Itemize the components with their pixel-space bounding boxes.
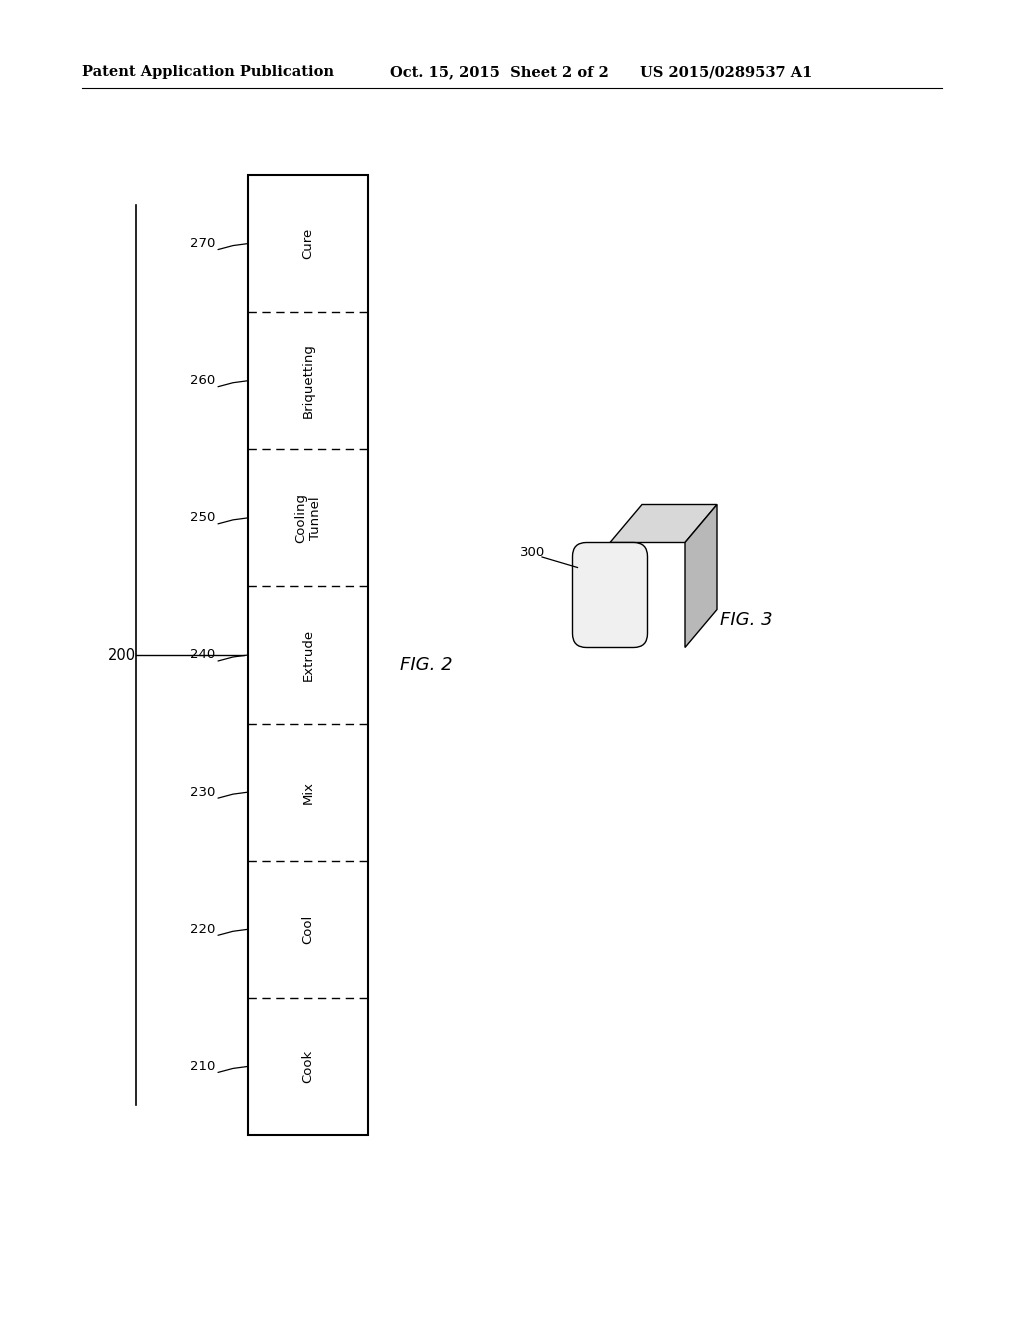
Text: 250: 250 [190,511,215,524]
Text: FIG. 2: FIG. 2 [400,656,453,675]
Text: Cure: Cure [301,228,314,259]
FancyBboxPatch shape [572,543,647,648]
Text: Patent Application Publication: Patent Application Publication [82,65,334,79]
Text: 240: 240 [190,648,215,661]
Text: 270: 270 [190,238,215,249]
Text: FIG. 3: FIG. 3 [720,611,773,630]
Text: Cook: Cook [301,1049,314,1082]
Text: Extrude: Extrude [301,628,314,681]
Text: Oct. 15, 2015  Sheet 2 of 2: Oct. 15, 2015 Sheet 2 of 2 [390,65,609,79]
Text: 200: 200 [108,648,136,663]
Text: Cooling
Tunnel: Cooling Tunnel [294,492,322,543]
Polygon shape [610,504,717,543]
Text: 220: 220 [190,923,215,936]
Text: Cool: Cool [301,915,314,944]
Polygon shape [685,504,717,648]
Text: 260: 260 [190,374,215,387]
Text: Mix: Mix [301,780,314,804]
Text: 210: 210 [190,1060,215,1073]
Text: 230: 230 [190,785,215,799]
Text: Briquetting: Briquetting [301,343,314,418]
Text: 300: 300 [520,546,545,560]
Bar [248,176,368,1135]
Text: US 2015/0289537 A1: US 2015/0289537 A1 [640,65,812,79]
